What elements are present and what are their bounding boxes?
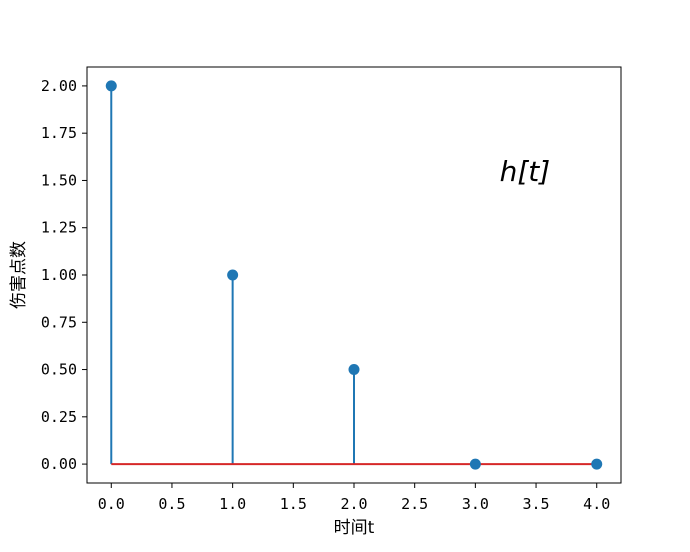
- stem-marker: [591, 458, 603, 470]
- x-tick-label: 2.5: [401, 495, 428, 513]
- x-tick-label: 1.0: [219, 495, 246, 513]
- x-tick-label: 3.5: [522, 495, 549, 513]
- x-tick-label: 0.5: [158, 495, 185, 513]
- y-axis-title: 伤害点数: [9, 241, 29, 309]
- y-tick-label: 1.25: [41, 219, 77, 237]
- y-tick-label: 1.75: [41, 124, 77, 142]
- stem-marker: [348, 364, 360, 376]
- y-tick-label: 0.25: [41, 408, 77, 426]
- y-tick-label: 0.00: [41, 455, 77, 473]
- x-tick-label: 3.0: [462, 495, 489, 513]
- stem-marker: [105, 80, 117, 92]
- x-tick-label: 0.0: [98, 495, 125, 513]
- y-tick-label: 1.00: [41, 266, 77, 284]
- y-tick-label: 0.50: [41, 361, 77, 379]
- x-tick-label: 4.0: [583, 495, 610, 513]
- annotation-h-t: h[t]: [500, 155, 551, 188]
- x-axis-title: 时间t: [334, 518, 375, 538]
- x-tick-label: 1.5: [280, 495, 307, 513]
- y-tick-label: 0.75: [41, 313, 77, 331]
- stem-marker: [469, 458, 481, 470]
- y-tick-label: 2.00: [41, 77, 77, 95]
- x-tick-label: 2.0: [340, 495, 367, 513]
- y-tick-label: 1.50: [41, 171, 77, 189]
- stem-marker: [227, 269, 239, 281]
